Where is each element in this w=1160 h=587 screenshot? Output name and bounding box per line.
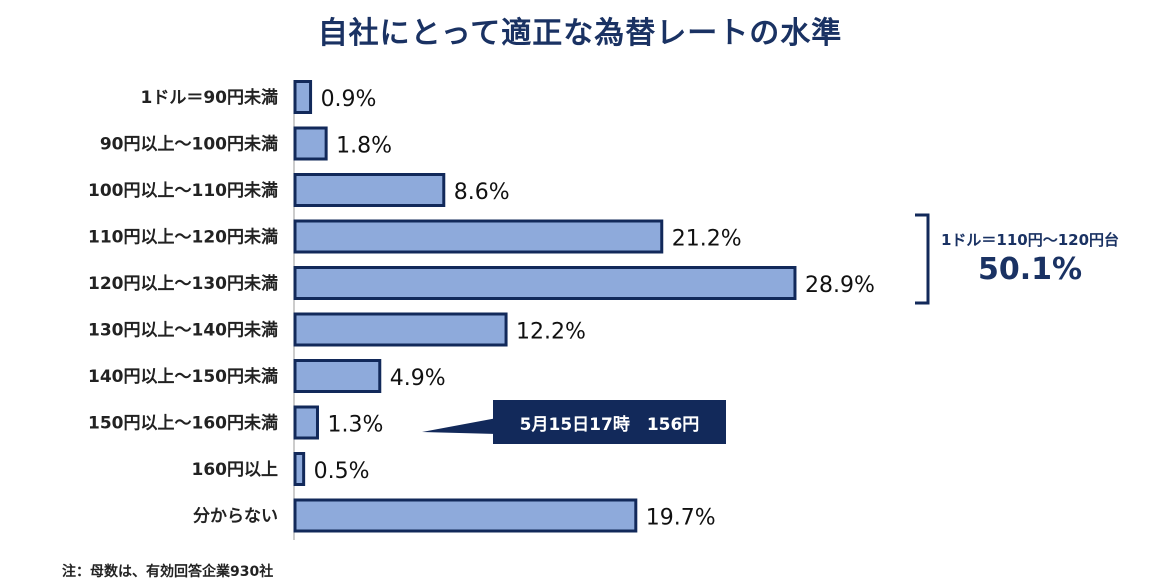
bar: [293, 219, 664, 254]
category-label: 1ドル＝90円未満: [141, 87, 279, 108]
category-label: 160円以上: [192, 460, 279, 480]
bar: [293, 80, 313, 114]
category-label: 130円以上～140円未満: [88, 320, 278, 341]
bar: [293, 498, 638, 533]
category-label: 150円以上～160円未満: [88, 413, 278, 434]
value-label: 8.6%: [454, 180, 510, 205]
bar: [293, 359, 382, 393]
value-label: 1.3%: [327, 413, 383, 438]
bar: [293, 405, 319, 440]
value-label: 0.5%: [314, 459, 370, 484]
bar: [293, 452, 306, 486]
bar: [293, 266, 797, 300]
value-label: 21.2%: [672, 227, 742, 252]
callout-pointer: [422, 418, 497, 434]
category-label: 100円以上～110円未満: [88, 180, 278, 201]
bracket-label: 1ドル＝110円～120円台: [940, 231, 1120, 249]
category-label: 分からない: [193, 507, 278, 527]
bar: [293, 126, 328, 161]
callout-box: 5月15日17時 156円: [493, 400, 726, 444]
bar: [293, 312, 508, 347]
bracket-line: [915, 213, 930, 305]
category-label: 110円以上～120円未満: [88, 227, 278, 248]
value-label: 0.9%: [321, 87, 377, 112]
category-label: 120円以上～130円未満: [88, 273, 278, 294]
value-label: 4.9%: [390, 366, 446, 391]
value-label: 12.2%: [516, 320, 586, 345]
chart-title: 自社にとって適正な為替レートの水準: [317, 16, 843, 51]
value-label: 28.9%: [805, 273, 875, 298]
bar: [293, 173, 446, 207]
value-label: 1.8%: [336, 134, 392, 159]
bracket-value: 50.1%: [977, 252, 1083, 287]
category-label: 90円以上～100円未満: [100, 134, 278, 155]
category-label: 140円以上～150円未満: [88, 366, 278, 387]
footnote: 注：母数は、有効回答企業930社: [62, 564, 274, 580]
value-label: 19.7%: [646, 506, 716, 531]
